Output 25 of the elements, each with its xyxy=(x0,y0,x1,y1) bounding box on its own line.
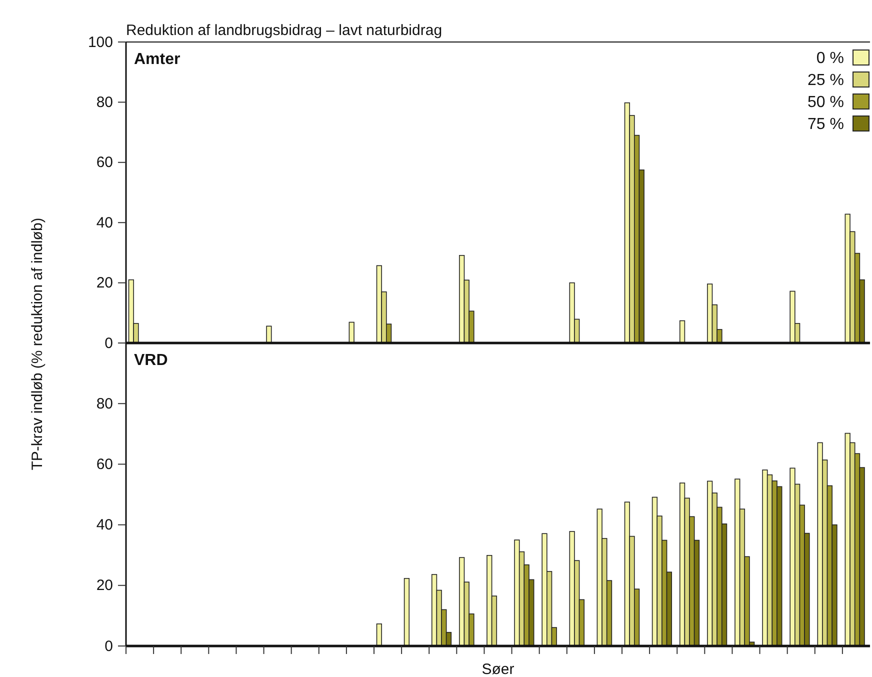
annotation: VRD xyxy=(134,352,168,369)
chart-title: Reduktion af landbrugsbidrag – lavt naturbidrag xyxy=(126,22,442,39)
bar xyxy=(376,623,382,646)
legend-label: 0 % xyxy=(816,50,844,67)
bar xyxy=(348,322,354,344)
y-tick-label: 60 xyxy=(96,456,113,473)
legend-label: 75 % xyxy=(808,116,844,133)
y-tick-label: 60 xyxy=(96,154,113,172)
legend-label: 25 % xyxy=(808,72,844,89)
y-tick-label: 0 xyxy=(104,638,113,655)
y-axis-title: TP-krav indløb (% reduktion af indløb) xyxy=(29,218,46,470)
legend-label: 50 % xyxy=(808,94,844,111)
x-axis-title: Søer xyxy=(482,661,514,677)
y-tick-label: 0 xyxy=(104,334,113,352)
y-tick-label: 40 xyxy=(96,516,113,534)
y-tick-label: 20 xyxy=(96,274,113,292)
annotation: Amter xyxy=(134,51,180,68)
bar xyxy=(679,320,686,344)
bar xyxy=(404,578,410,646)
y-tick-label: 80 xyxy=(96,395,113,412)
y-tick-label: 80 xyxy=(96,94,113,111)
y-tick-label: 40 xyxy=(96,214,113,232)
y-tick-label: 100 xyxy=(88,34,113,51)
bar xyxy=(266,326,272,344)
y-tick-label: 20 xyxy=(96,577,113,594)
